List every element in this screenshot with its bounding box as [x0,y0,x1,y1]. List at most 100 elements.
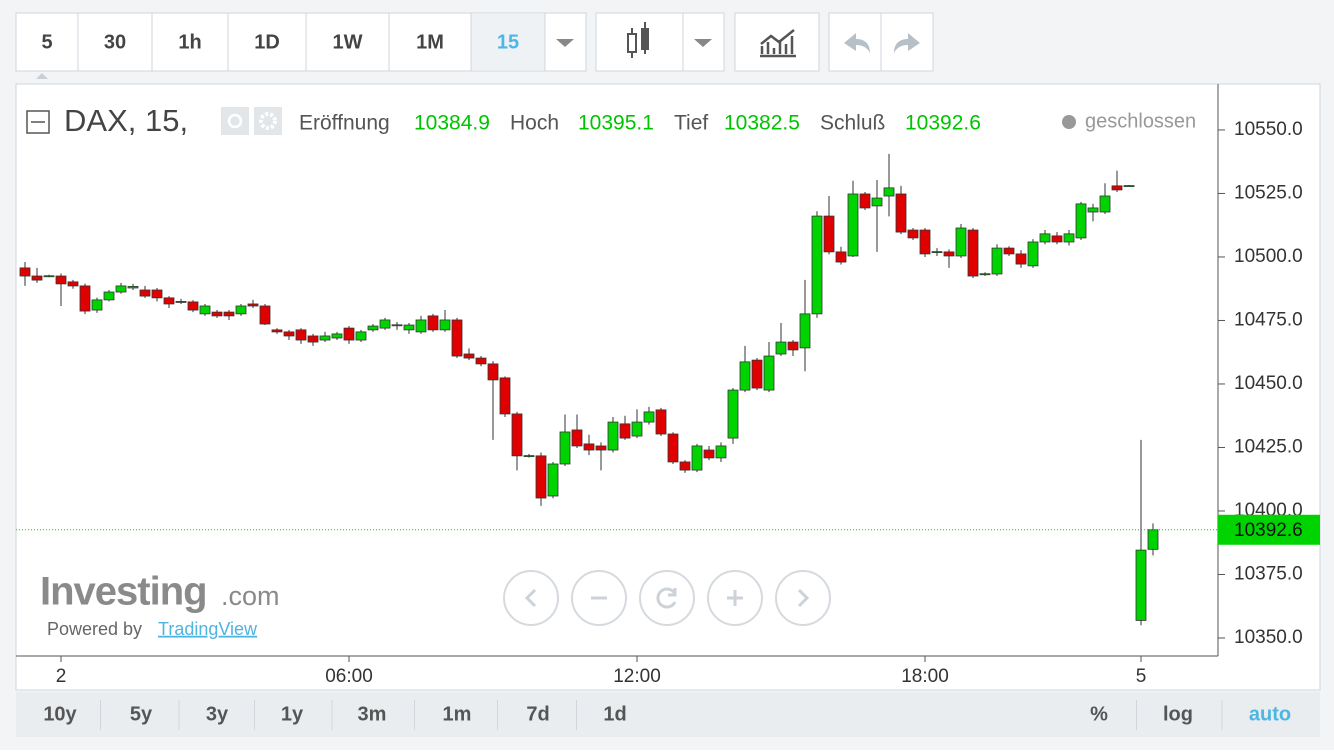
candle-body [619,423,631,439]
range-bar [16,692,1320,737]
candle-body [139,289,151,297]
candle-body [691,445,703,471]
last-price-tag [1218,514,1320,545]
candle-body [727,389,739,439]
reset[interactable] [639,570,695,626]
active-interval[interactable]: 15 [497,31,519,53]
range-button[interactable]: 3y [206,703,229,725]
candle-body [199,305,211,315]
scale-option[interactable]: % [1090,703,1108,725]
interval-button[interactable]: 5 [41,31,52,53]
undo-icon[interactable] [844,33,870,53]
interval-button[interactable]: 30 [104,31,126,53]
candle-body [547,463,559,497]
interval-button[interactable]: 1h [178,31,201,53]
range-button[interactable]: 3m [358,703,387,725]
candle-body [403,324,415,331]
candle-body [919,229,931,255]
candle-body [415,319,427,333]
candle-body [1135,549,1147,621]
status-dot [1062,115,1076,129]
legend-value: 10392.6 [905,112,981,135]
active-interval-bg [471,14,545,70]
range-buttons: 10y 5y 3y 1y 3m 1m 7d 1d% log auto [43,700,1291,730]
candle-body [931,251,943,254]
x-tick-label: 2 [56,666,67,687]
candle-body [1147,529,1159,550]
dropdown-arrow[interactable] [694,39,712,47]
candle-body [763,355,775,391]
candle-body [283,331,295,337]
range-button[interactable]: 7d [526,703,549,725]
settings-button[interactable] [254,107,282,135]
zoom-out[interactable] [571,570,627,626]
candle-body [787,341,799,351]
dropdown-arrow[interactable] [556,39,574,47]
candle-body [559,431,571,465]
candle-body [271,329,283,333]
range-button[interactable]: 1m [443,703,472,725]
candle-body [943,251,955,257]
y-tick-label: 10350.0 [1234,627,1303,648]
candle-body [319,335,331,341]
interval-button[interactable]: 1M [416,31,444,53]
plot: 10350.010375.010400.010425.010450.010475… [16,119,1320,687]
brand: Investing [40,570,207,614]
range-button[interactable]: 10y [43,703,77,725]
scale-option[interactable]: log [1163,703,1193,725]
candle-body [175,301,187,303]
candle-body [211,311,223,317]
candle-body [523,455,535,458]
candle-body [1111,185,1123,191]
candle-body [223,311,235,317]
candle-body [367,325,379,331]
candle-body [967,229,979,277]
candle-body [499,377,511,415]
range-button[interactable]: 1d [603,703,626,725]
candle-body [655,409,667,435]
x-tick-label: 12:00 [613,666,661,687]
candle-body [295,329,307,341]
scroll-left[interactable] [503,570,559,626]
collapse-arrow[interactable] [36,73,48,79]
x-tick-label: 18:00 [901,666,949,687]
candle-body [703,449,715,459]
candle-body [1075,203,1087,239]
candle-body [1123,185,1135,187]
candle-body [643,411,655,423]
interval-button[interactable]: 1D [254,31,280,53]
chart-frame [15,83,1321,691]
candle-body [823,215,835,253]
range-button[interactable]: 1y [281,703,304,725]
candle-body [571,429,583,447]
tradingview-link[interactable]: TradingView [158,619,258,639]
candle-body [535,455,547,499]
legend-label: Eröffnung [299,112,390,135]
candle-body [487,363,499,381]
candle-body [991,247,1003,275]
candle-body [355,331,367,341]
candle-body [1099,195,1111,213]
candle-body [1015,253,1027,265]
indicators-icon [760,29,796,58]
watermark: Investing .com Powered by TradingView [40,570,280,639]
scale-option[interactable]: auto [1249,703,1291,725]
visibility-button[interactable] [221,107,249,135]
interval-button[interactable]: 1W [333,31,363,53]
candle-body [811,215,823,315]
redo-icon[interactable] [894,33,920,53]
toolbar: 5 30 1h 1D 1W 1M 15 [15,12,934,79]
candle-icon-body [627,33,637,53]
scroll-right[interactable] [775,570,831,626]
candle-body [307,335,319,343]
candle-body [907,229,919,239]
candle-body [331,333,343,339]
zoom-in[interactable] [707,570,763,626]
y-tick-label: 10450.0 [1234,373,1303,394]
gear-icon [259,112,277,130]
candle-body [475,357,487,365]
candle-body [1051,235,1063,243]
candle-body [511,413,523,457]
range-button[interactable]: 5y [130,703,153,725]
candle-body [247,303,259,307]
